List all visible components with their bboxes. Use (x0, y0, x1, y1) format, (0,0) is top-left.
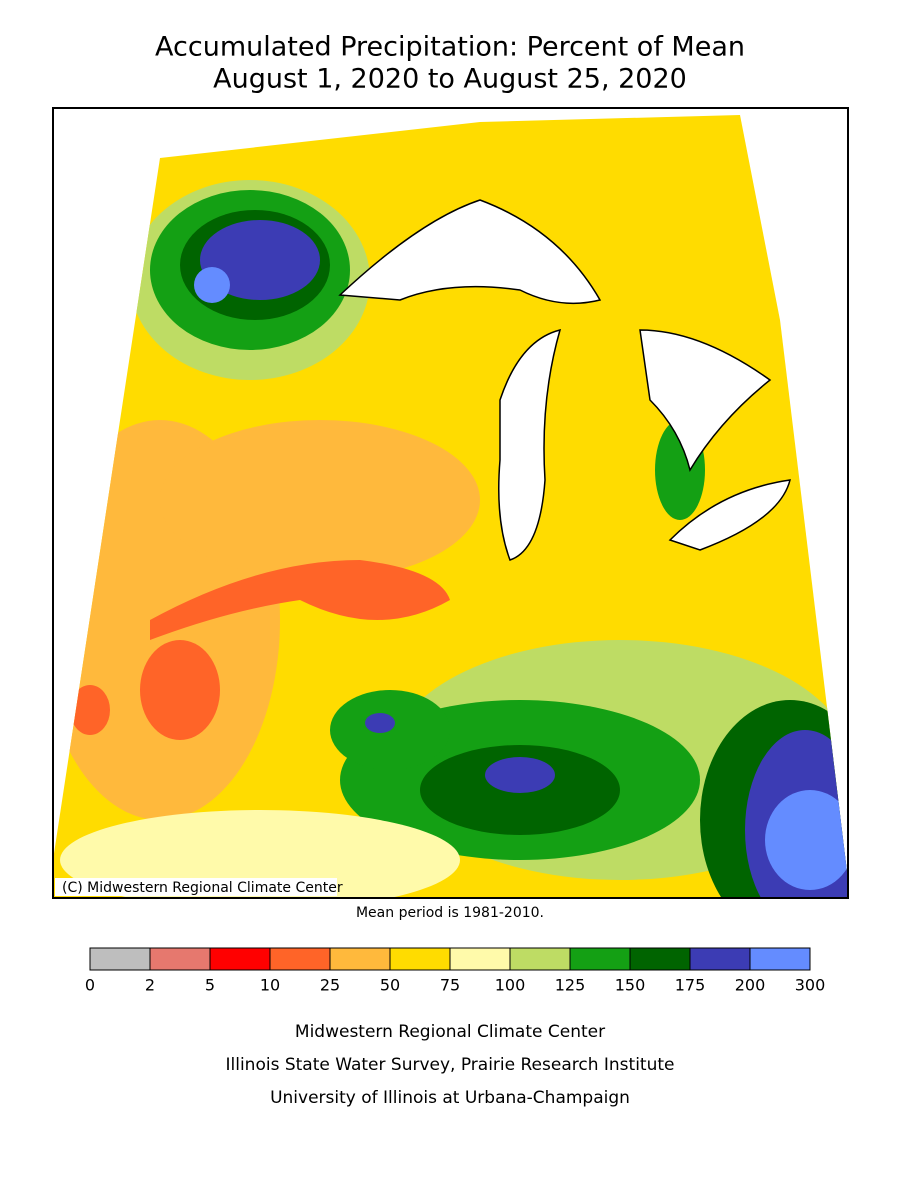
credit: Illinois State Water Survey, Prairie Res… (226, 1055, 675, 1075)
legend-swatch (569, 947, 631, 971)
legend-swatch (449, 947, 511, 971)
legend-swatch (209, 947, 271, 971)
legend-swatch (269, 947, 331, 971)
legend-swatch (689, 947, 751, 971)
legend-tick-label: 300 (795, 976, 826, 995)
lakes (338, 199, 791, 561)
copyright: (C) Midwestern Regional Climate Center (62, 880, 343, 896)
legend-swatch (89, 947, 151, 971)
credit: Midwestern Regional Climate Center (295, 1022, 605, 1042)
credit: University of Illinois at Urbana-Champai… (270, 1088, 630, 1108)
legend-tick-label: 125 (555, 976, 586, 995)
legend: 0 2 5 10 25 50 75 100 125 150 175 200 300 (85, 947, 826, 995)
legend-tick-label: 100 (495, 976, 526, 995)
legend-tick-label: 75 (440, 976, 460, 995)
legend-swatch (389, 947, 451, 971)
legend-swatch (509, 947, 571, 971)
legend-tick-label: 50 (380, 976, 400, 995)
legend-swatch (749, 947, 811, 971)
legend-tick-label: 0 (85, 976, 95, 995)
legend-tick-label: 2 (145, 976, 155, 995)
subtitle: August 1, 2020 to August 25, 2020 (213, 64, 687, 95)
legend-tick-label: 25 (320, 976, 340, 995)
legend-tick-label: 150 (615, 976, 646, 995)
copyright-box (55, 878, 337, 896)
legend-tick-label: 200 (735, 976, 766, 995)
legend-swatch (149, 947, 211, 971)
map-frame (52, 107, 849, 899)
legend-swatch (629, 947, 691, 971)
legend-tick-label: 175 (675, 976, 706, 995)
legend-tick-label: 5 (205, 976, 215, 995)
note: Mean period is 1981-2010. (356, 905, 544, 921)
legend-swatch (329, 947, 391, 971)
title: Accumulated Precipitation: Percent of Me… (155, 32, 745, 63)
legend-tick-label: 10 (260, 976, 280, 995)
